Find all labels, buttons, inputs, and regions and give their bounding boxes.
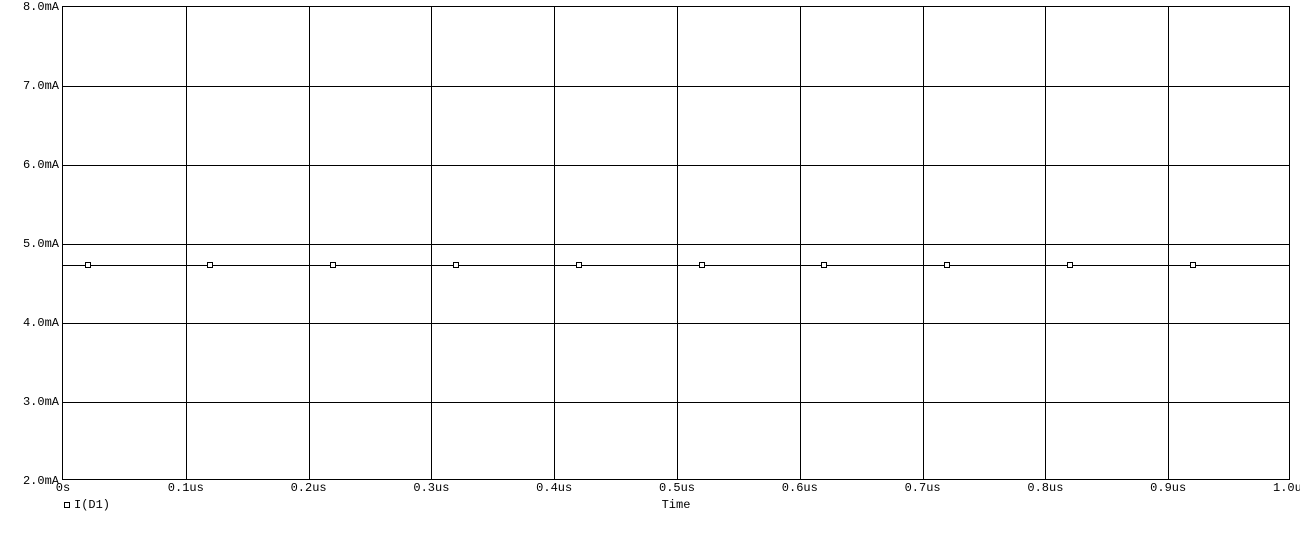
gridline-vertical [431,7,432,479]
y-tick-label: 7.0mA [23,79,63,93]
legend-marker-icon [64,502,70,508]
y-tick-label: 8.0mA [23,0,63,14]
gridline-vertical [677,7,678,479]
data-point-marker [576,262,582,268]
data-point-marker [330,262,336,268]
spice-waveform-chart: { "chart": { "type": "line", "background… [0,0,1300,536]
y-tick-label: 5.0mA [23,237,63,251]
plot-area: 0s0.1us0.2us0.3us0.4us0.5us0.6us0.7us0.8… [62,6,1290,480]
x-tick-label: 0.5us [659,479,695,495]
legend-item-label: I(D1) [74,498,110,512]
x-tick-label: 0.9us [1150,479,1186,495]
y-tick-label: 6.0mA [23,158,63,172]
data-point-marker [944,262,950,268]
y-tick-label: 4.0mA [23,316,63,330]
gridline-horizontal [63,165,1289,166]
x-tick-label: 0.8us [1027,479,1063,495]
gridline-vertical [923,7,924,479]
x-tick-label: 0.3us [413,479,449,495]
gridline-horizontal [63,323,1289,324]
data-point-marker [699,262,705,268]
x-tick-label: 0.1us [168,479,204,495]
gridline-horizontal [63,402,1289,403]
x-tick-label: 0.6us [782,479,818,495]
data-point-marker [85,262,91,268]
x-tick-label: 0.7us [905,479,941,495]
x-tick-label: 0.2us [291,479,327,495]
gridline-vertical [309,7,310,479]
data-point-marker [1190,262,1196,268]
gridline-vertical [1168,7,1169,479]
gridline-horizontal [63,86,1289,87]
gridline-vertical [1045,7,1046,479]
x-tick-label: 0.4us [536,479,572,495]
y-tick-label: 3.0mA [23,395,63,409]
x-axis-label: Time [662,498,691,512]
data-point-marker [1067,262,1073,268]
legend: I(D1) [64,498,110,512]
data-point-marker [207,262,213,268]
data-point-marker [821,262,827,268]
gridline-horizontal [63,244,1289,245]
x-tick-label: 1.0us [1273,479,1300,495]
gridline-vertical [554,7,555,479]
gridline-vertical [186,7,187,479]
data-point-marker [453,262,459,268]
y-tick-label: 2.0mA [23,474,63,488]
trace-line [63,265,1289,266]
gridline-vertical [800,7,801,479]
